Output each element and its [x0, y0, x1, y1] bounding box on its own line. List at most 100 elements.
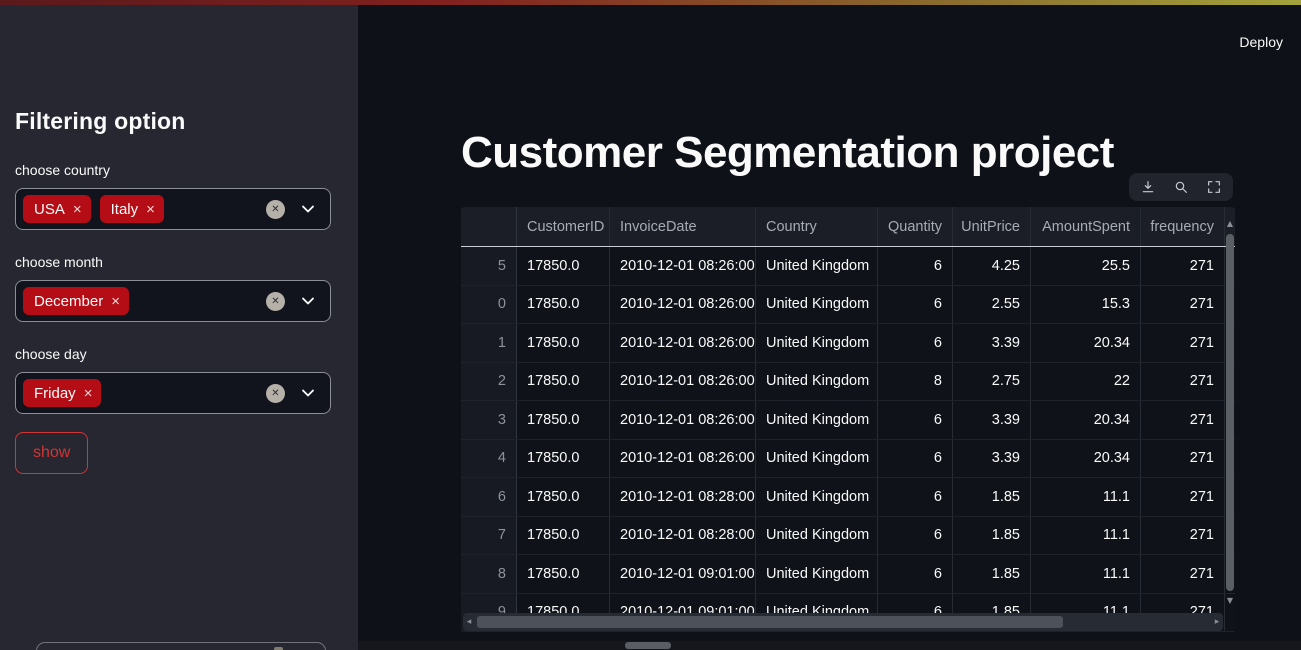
table-cell[interactable]: United Kingdom — [756, 285, 878, 323]
table-cell[interactable]: 6 — [878, 285, 953, 323]
column-header[interactable]: UnitPrice — [953, 207, 1031, 246]
table-cell[interactable]: 271 — [1141, 439, 1225, 477]
table-cell[interactable]: 6 — [878, 593, 953, 631]
table-cell[interactable]: 271 — [1141, 478, 1225, 516]
multiselect-input[interactable]: Friday × ✕ — [15, 372, 331, 414]
table-cell[interactable]: 17850.0 — [517, 324, 610, 362]
table-cell[interactable]: United Kingdom — [756, 401, 878, 439]
table-cell[interactable]: 1.85 — [953, 516, 1031, 554]
row-index-cell[interactable]: 0 — [461, 285, 517, 323]
download-icon[interactable] — [1135, 175, 1161, 199]
clear-all-icon[interactable]: ✕ — [266, 383, 285, 403]
chevron-down-icon[interactable] — [298, 291, 318, 311]
table-cell[interactable]: United Kingdom — [756, 362, 878, 400]
chevron-down-icon[interactable] — [298, 383, 318, 403]
table-cell[interactable]: 6 — [878, 478, 953, 516]
table-cell[interactable]: United Kingdom — [756, 555, 878, 593]
column-header[interactable]: Quantity — [878, 207, 953, 246]
table-cell[interactable]: 271 — [1141, 324, 1225, 362]
table-cell[interactable]: 3.39 — [953, 401, 1031, 439]
table-cell[interactable]: 25.5 — [1031, 247, 1141, 285]
row-index-cell[interactable]: 4 — [461, 439, 517, 477]
tag-remove-icon[interactable]: × — [146, 200, 155, 218]
row-index-cell[interactable]: 1 — [461, 324, 517, 362]
table-cell[interactable]: 20.34 — [1031, 439, 1141, 477]
table-cell[interactable]: 6 — [878, 401, 953, 439]
horizontal-scrollbar[interactable]: ◂ ▸ — [463, 613, 1223, 631]
table-cell[interactable]: United Kingdom — [756, 478, 878, 516]
page-scrollbar-thumb[interactable] — [625, 642, 671, 649]
column-header[interactable]: frequency — [1141, 207, 1225, 246]
show-button[interactable]: show — [15, 432, 89, 474]
row-index-cell[interactable]: 8 — [461, 555, 517, 593]
row-index-cell[interactable]: 5 — [461, 247, 517, 285]
vertical-scrollbar[interactable]: ▲ ▼ — [1225, 211, 1235, 611]
tag-remove-icon[interactable]: × — [111, 292, 120, 310]
clear-all-icon[interactable]: ✕ — [266, 199, 285, 219]
fullscreen-icon[interactable] — [1201, 175, 1227, 199]
table-cell[interactable]: 1.85 — [953, 478, 1031, 516]
table-cell[interactable]: 2.55 — [953, 285, 1031, 323]
table-cell[interactable]: 2010-12-01 09:01:00 — [610, 555, 756, 593]
table-cell[interactable]: 20.34 — [1031, 324, 1141, 362]
chevron-down-icon[interactable] — [298, 199, 318, 219]
table-cell[interactable]: 6 — [878, 516, 953, 554]
table-cell[interactable]: 11.1 — [1031, 555, 1141, 593]
row-index-cell[interactable]: 3 — [461, 401, 517, 439]
horizontal-scrollbar-thumb[interactable] — [477, 616, 1063, 628]
table-cell[interactable]: 271 — [1141, 362, 1225, 400]
table-cell[interactable]: 20.34 — [1031, 401, 1141, 439]
table-cell[interactable]: 271 — [1141, 247, 1225, 285]
clear-all-icon[interactable]: ✕ — [266, 291, 285, 311]
column-header[interactable]: Country — [756, 207, 878, 246]
table-cell[interactable]: United Kingdom — [756, 439, 878, 477]
table-cell[interactable]: 11.1 — [1031, 478, 1141, 516]
table-cell[interactable]: 4.25 — [953, 247, 1031, 285]
table-cell[interactable]: 2.75 — [953, 362, 1031, 400]
column-header[interactable]: AmountSpent — [1031, 207, 1141, 246]
search-icon[interactable] — [1168, 175, 1194, 199]
table-cell[interactable]: 2010-12-01 08:26:00 — [610, 324, 756, 362]
vertical-scrollbar-thumb[interactable] — [1226, 234, 1234, 591]
table-cell[interactable]: United Kingdom — [756, 247, 878, 285]
scroll-right-icon[interactable]: ▸ — [1214, 617, 1220, 627]
table-cell[interactable]: 3.39 — [953, 439, 1031, 477]
table-cell[interactable]: 1.85 — [953, 555, 1031, 593]
scroll-down-icon[interactable]: ▼ — [1226, 596, 1234, 605]
column-header[interactable]: CustomerID — [517, 207, 610, 246]
row-index-cell[interactable]: 7 — [461, 516, 517, 554]
table-cell[interactable]: 2010-12-01 08:26:00 — [610, 285, 756, 323]
table-cell[interactable]: 17850.0 — [517, 516, 610, 554]
multiselect-input[interactable]: December × ✕ — [15, 280, 331, 322]
table-cell[interactable]: 2010-12-01 08:26:00 — [610, 247, 756, 285]
tag-remove-icon[interactable]: × — [83, 384, 93, 402]
table-cell[interactable]: 6 — [878, 555, 953, 593]
page-horizontal-scrollbar[interactable] — [358, 641, 1301, 650]
row-index-cell[interactable]: 6 — [461, 478, 517, 516]
deploy-button[interactable]: Deploy — [1239, 34, 1283, 50]
table-cell[interactable]: 17850.0 — [517, 478, 610, 516]
table-cell[interactable]: 2010-12-01 08:26:00 — [610, 401, 756, 439]
table-cell[interactable]: 6 — [878, 439, 953, 477]
column-header[interactable]: InvoiceDate — [610, 207, 756, 246]
table-cell[interactable]: 15.3 — [1031, 285, 1141, 323]
table-cell[interactable]: 3.39 — [953, 324, 1031, 362]
table-cell[interactable]: 17850.0 — [517, 401, 610, 439]
table-cell[interactable]: 271 — [1141, 555, 1225, 593]
table-cell[interactable]: 2010-12-01 08:26:00 — [610, 439, 756, 477]
table-cell[interactable]: 17850.0 — [517, 362, 610, 400]
table-cell[interactable]: 8 — [878, 362, 953, 400]
table-cell[interactable]: 2010-12-01 08:26:00 — [610, 362, 756, 400]
table-cell[interactable]: 17850.0 — [517, 285, 610, 323]
table-cell[interactable]: 11.1 — [1031, 516, 1141, 554]
table-cell[interactable]: 271 — [1141, 516, 1225, 554]
multiselect-input[interactable]: USA × Italy × ✕ — [15, 188, 331, 230]
table-cell[interactable]: 6 — [878, 247, 953, 285]
table-cell[interactable]: 17850.0 — [517, 439, 610, 477]
table-cell[interactable]: 17850.0 — [517, 555, 610, 593]
index-header-cell[interactable] — [461, 207, 517, 246]
table-cell[interactable]: 17850.0 — [517, 247, 610, 285]
table-cell[interactable]: 2010-12-01 08:28:00 — [610, 478, 756, 516]
table-cell[interactable]: United Kingdom — [756, 324, 878, 362]
table-cell[interactable]: 6 — [878, 324, 953, 362]
